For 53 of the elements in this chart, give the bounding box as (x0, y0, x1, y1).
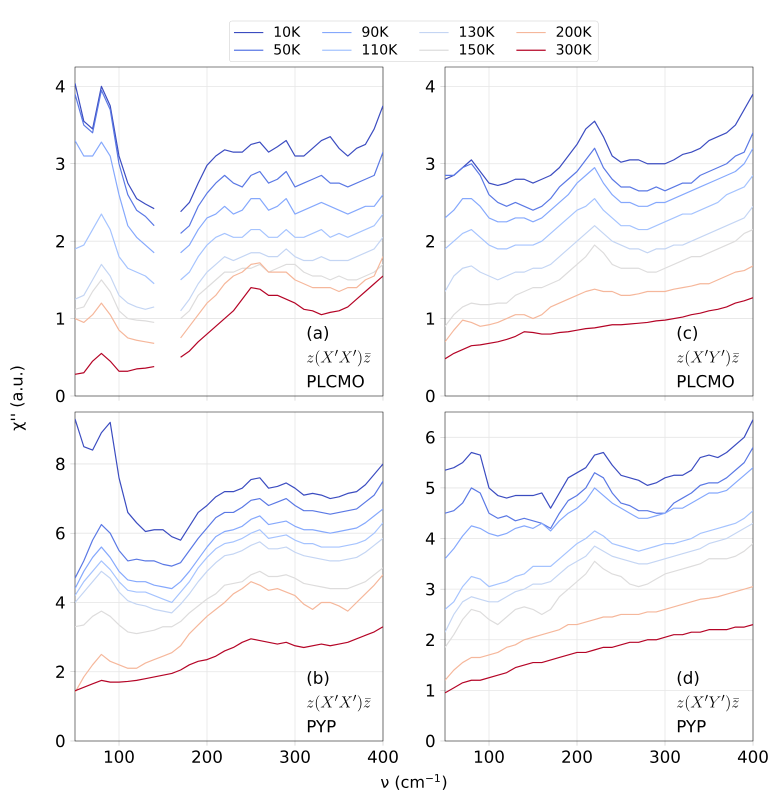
annotation: (c) (678, 326, 697, 341)
annotation: $z(X'Y')\bar{z}$ (676, 694, 739, 712)
annotation: PYP (308, 720, 336, 732)
legend-label: 10K (274, 26, 301, 37)
legend-label: 50K (274, 44, 301, 55)
annotation: (d) (678, 671, 698, 686)
y-tick-label: 4 (426, 532, 435, 545)
y-tick-label: 4 (56, 80, 65, 92)
x-axis-title: ν (cm$^{−1}$) (380, 774, 446, 790)
x-tick-label: 200 (192, 750, 222, 763)
y-tick-label: 2 (426, 634, 434, 646)
x-tick-label: 100 (104, 750, 134, 763)
y-tick-label: 2 (426, 234, 434, 248)
x-tick-label: 400 (368, 750, 398, 763)
y-tick-label: 8 (56, 458, 64, 470)
annotation: $z(X'X')\bar{z}$ (306, 694, 371, 712)
legend-label: 300K (556, 44, 592, 55)
legend-label: 150K (460, 44, 495, 55)
y-tick-label: 0 (56, 734, 65, 748)
y-tick-label: 5 (426, 482, 434, 494)
y-tick-label: 2 (56, 666, 64, 678)
y-tick-label: 1 (426, 312, 434, 325)
y-tick-label: 1 (56, 312, 64, 325)
x-tick-label: 100 (474, 750, 504, 763)
x-tick-label: 300 (280, 750, 310, 763)
x-tick-label: 300 (650, 750, 680, 763)
legend-label: 130K (460, 26, 495, 37)
annotation: PLCMO (678, 374, 734, 388)
line-series (75, 508, 383, 590)
y-tick-label: 1 (426, 684, 434, 696)
y-tick-label: 0 (56, 390, 65, 402)
annotation: $z(X'Y')\bar{z}$ (676, 350, 739, 366)
annotation: (b) (308, 671, 328, 686)
legend-label: 200K (556, 26, 592, 37)
y-tick-label: 0 (426, 734, 435, 748)
legend-label: 90K (362, 26, 389, 37)
y-tick-label: 3 (426, 582, 434, 596)
annotation: (a) (308, 326, 328, 341)
annotation: PYP (678, 720, 706, 732)
annotation: $z(X'X')\bar{z}$ (306, 350, 371, 366)
y-tick-label: 0 (426, 390, 435, 402)
legend-label: 110K (362, 44, 398, 55)
x-tick-label: 400 (738, 750, 768, 763)
y-tick-label: 6 (426, 430, 435, 444)
y-tick-label: 4 (426, 80, 435, 92)
y-tick-label: 6 (56, 526, 65, 540)
y-tick-label: 4 (56, 596, 65, 609)
annotation: PLCMO (308, 374, 364, 388)
y-tick-label: 3 (426, 157, 434, 170)
y-tick-label: 2 (56, 234, 64, 248)
y-tick-label: 3 (56, 157, 64, 170)
x-tick-label: 200 (562, 750, 592, 763)
y-axis-title: χ'' (a.u.) (10, 366, 26, 430)
